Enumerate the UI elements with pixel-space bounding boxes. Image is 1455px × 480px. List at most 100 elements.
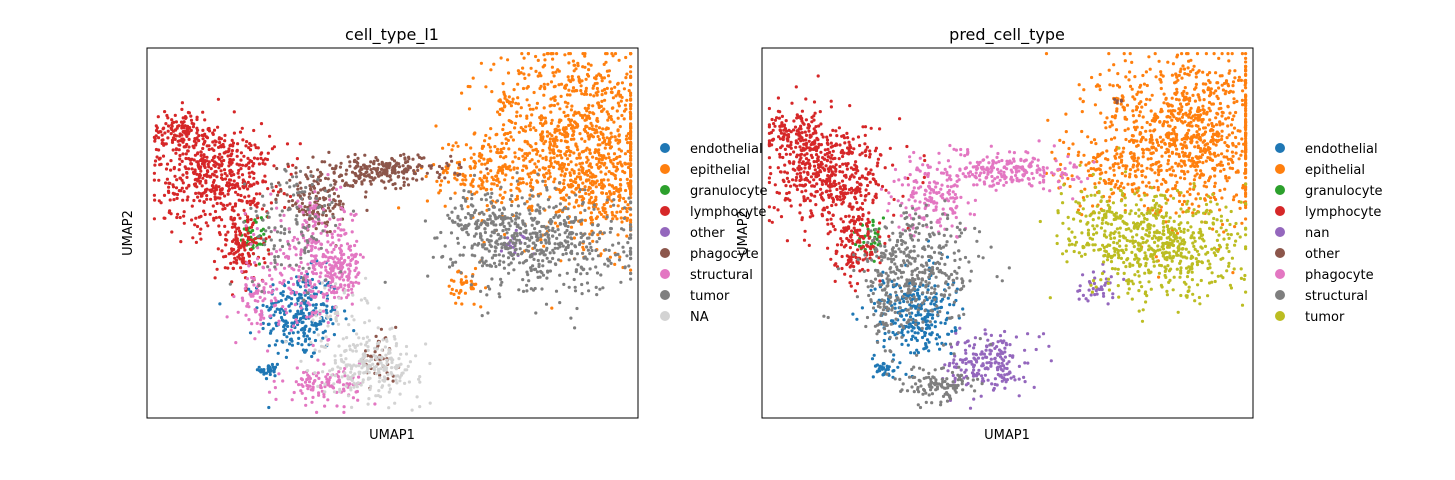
point bbox=[907, 325, 911, 329]
point bbox=[496, 151, 500, 155]
point bbox=[496, 147, 500, 151]
point bbox=[299, 293, 303, 297]
point bbox=[437, 175, 441, 180]
point bbox=[327, 256, 331, 260]
point bbox=[1139, 90, 1143, 94]
point bbox=[524, 156, 528, 160]
point bbox=[199, 169, 203, 173]
point bbox=[291, 163, 295, 167]
point bbox=[318, 170, 322, 174]
point bbox=[479, 170, 483, 174]
point bbox=[529, 121, 533, 125]
point bbox=[306, 301, 310, 305]
point bbox=[629, 151, 633, 155]
point bbox=[934, 337, 938, 341]
point bbox=[297, 296, 301, 300]
point bbox=[589, 211, 594, 215]
point bbox=[339, 283, 343, 287]
point bbox=[459, 165, 463, 169]
point bbox=[599, 178, 604, 182]
point bbox=[949, 351, 953, 356]
point bbox=[203, 118, 207, 122]
point bbox=[178, 153, 182, 158]
point bbox=[288, 178, 292, 182]
point bbox=[252, 156, 257, 160]
point bbox=[577, 172, 581, 176]
point bbox=[608, 80, 612, 84]
point bbox=[514, 217, 518, 221]
point bbox=[377, 162, 381, 166]
point bbox=[587, 178, 591, 182]
point bbox=[307, 311, 311, 316]
point bbox=[1244, 52, 1248, 56]
point bbox=[512, 88, 516, 92]
point bbox=[390, 156, 394, 161]
point bbox=[552, 165, 556, 169]
point bbox=[554, 204, 558, 208]
point bbox=[255, 227, 259, 231]
point bbox=[629, 52, 633, 56]
point bbox=[266, 248, 270, 252]
point bbox=[267, 405, 271, 410]
point bbox=[499, 185, 503, 189]
point bbox=[590, 248, 594, 253]
point bbox=[564, 222, 568, 226]
point bbox=[195, 115, 199, 119]
point bbox=[296, 199, 300, 203]
point bbox=[262, 368, 266, 372]
point bbox=[200, 162, 205, 166]
point bbox=[600, 76, 604, 80]
point bbox=[231, 141, 236, 145]
point bbox=[346, 288, 350, 292]
point bbox=[503, 241, 507, 245]
point bbox=[607, 195, 611, 199]
point bbox=[537, 168, 542, 172]
point bbox=[375, 158, 379, 162]
point bbox=[243, 195, 247, 199]
point bbox=[610, 210, 614, 215]
point bbox=[363, 195, 368, 199]
point bbox=[294, 253, 298, 257]
point bbox=[465, 280, 469, 284]
point bbox=[562, 196, 566, 200]
point bbox=[368, 179, 372, 183]
point bbox=[286, 162, 290, 166]
legend-label: granulocyte bbox=[690, 184, 768, 199]
point bbox=[629, 220, 633, 224]
point bbox=[229, 215, 233, 219]
point bbox=[626, 165, 631, 170]
point bbox=[257, 365, 261, 369]
point bbox=[543, 116, 548, 120]
point bbox=[350, 170, 355, 174]
point bbox=[306, 177, 310, 181]
point bbox=[563, 139, 568, 143]
point bbox=[539, 240, 543, 245]
point bbox=[509, 253, 513, 257]
point bbox=[280, 282, 284, 286]
point bbox=[175, 192, 180, 197]
point bbox=[273, 386, 277, 390]
point bbox=[504, 227, 508, 231]
point bbox=[557, 258, 561, 262]
point bbox=[594, 216, 598, 221]
point bbox=[629, 268, 633, 272]
point bbox=[612, 203, 616, 207]
point bbox=[597, 151, 601, 155]
point bbox=[546, 52, 550, 56]
point bbox=[525, 98, 529, 102]
point bbox=[1180, 76, 1184, 80]
point bbox=[295, 222, 299, 226]
point bbox=[581, 202, 585, 206]
point bbox=[197, 134, 201, 138]
point bbox=[326, 173, 330, 177]
point bbox=[592, 207, 596, 211]
point bbox=[246, 231, 250, 235]
point bbox=[269, 201, 273, 205]
point bbox=[518, 261, 522, 265]
point bbox=[558, 181, 562, 185]
point bbox=[609, 227, 614, 231]
point bbox=[600, 79, 604, 83]
point bbox=[497, 180, 501, 184]
point bbox=[407, 155, 411, 159]
